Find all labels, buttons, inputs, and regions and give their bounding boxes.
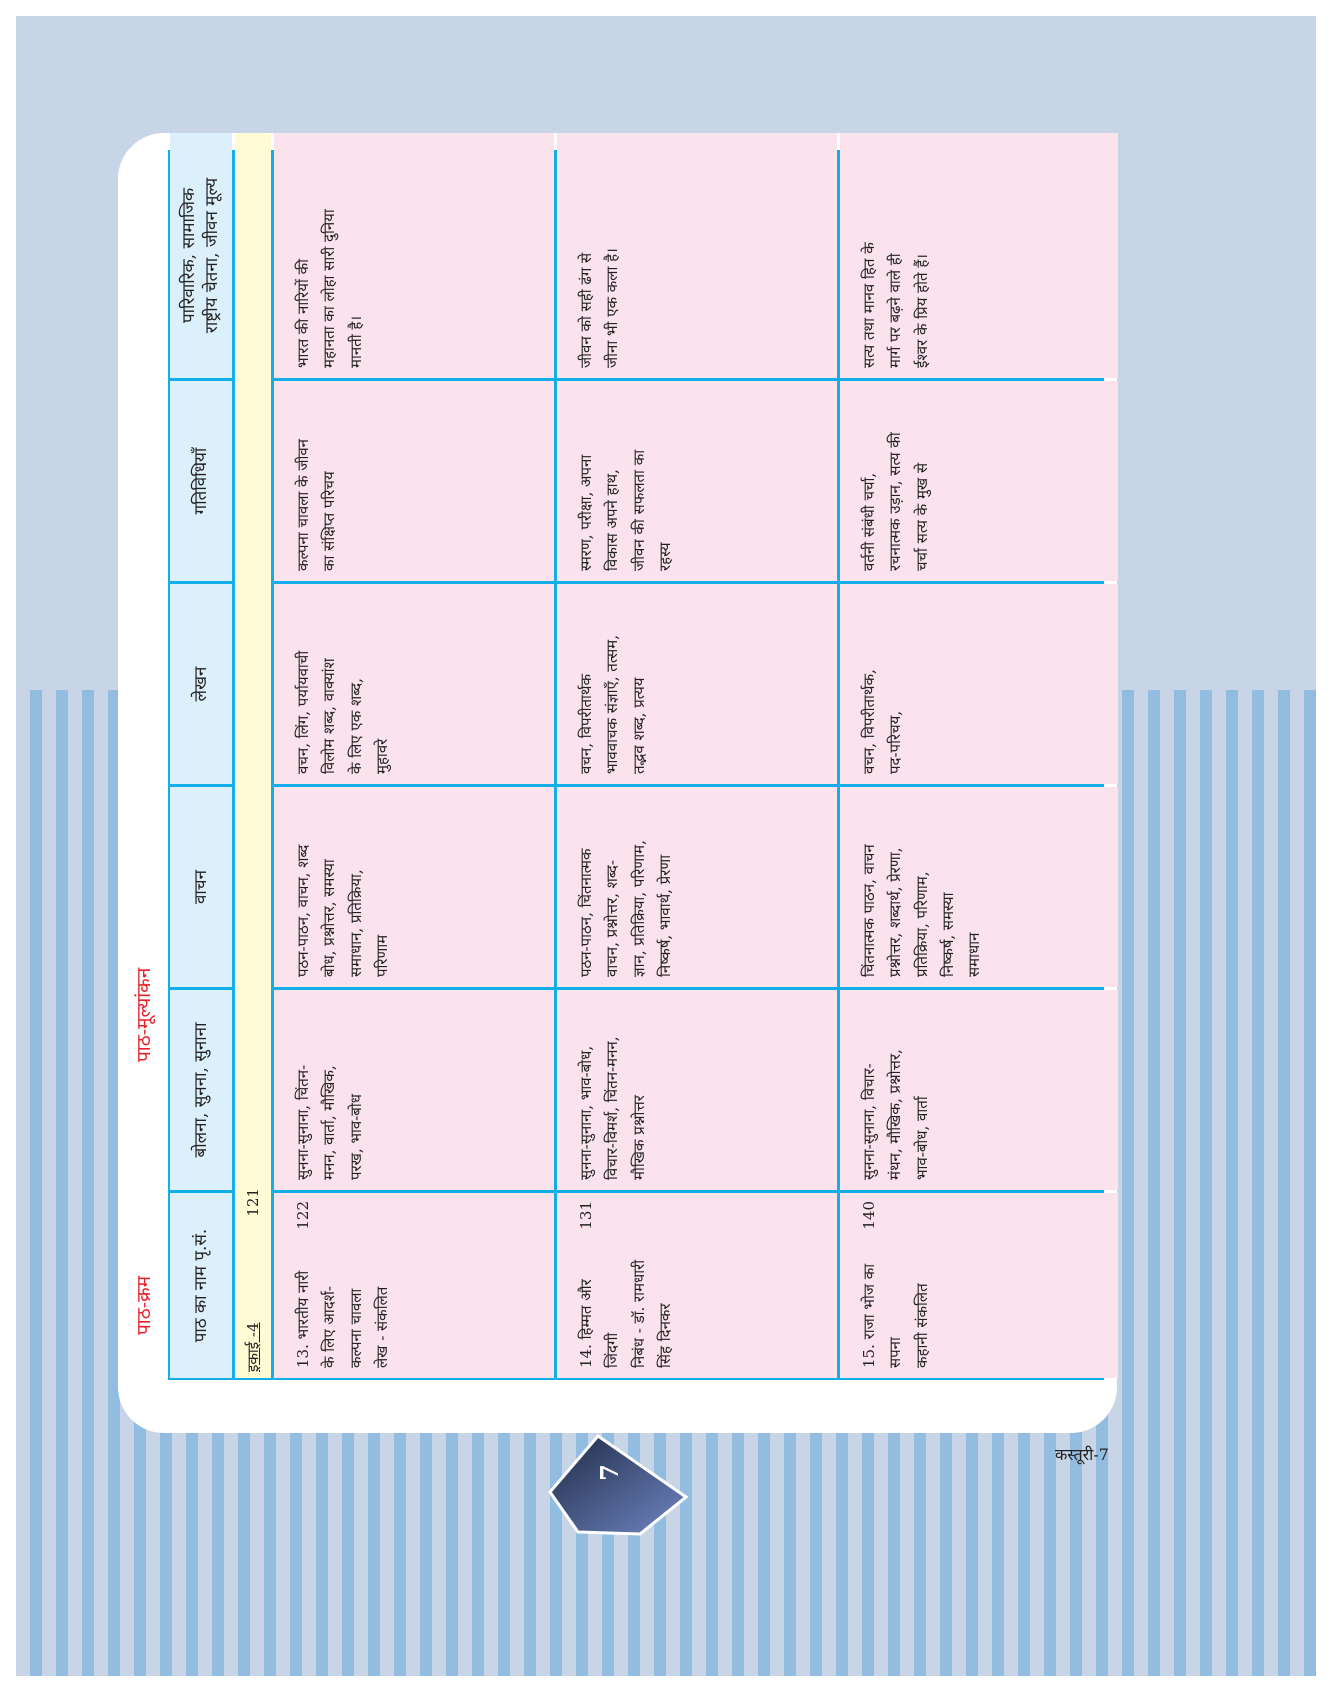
label-sequence: पाठ-क्रम [133,1275,155,1335]
header-writing: लेखन [170,584,232,784]
label-evaluation: पाठ-मूल्यांकन [133,967,155,1062]
lesson-name: 15. राजा भोज का सपना कहानी संकलित [860,1263,931,1368]
row-13-values: भारत की नारियों की महानता का लोहा सारी द… [274,133,554,378]
unit-row: इकाई -4 121 [235,133,271,1378]
header-activities: गतिविधियाँ [170,381,232,581]
row-15-lesson: 15. राजा भोज का सपना कहानी संकलित 140 [840,1193,1118,1378]
page-number-badge: 7 [548,1432,689,1537]
row-15-writing: वचन, विपरीतार्थक, पद-परिचय, [840,584,1118,784]
lesson-name: 13. भारतीय नारी के लिए आदर्श- कल्पना चाव… [294,1270,391,1368]
row-15-values: सत्य तथा मानव हित के मार्ग पर बढ़ने वाले… [840,133,1118,378]
row-14-writing: वचन, विपरीतार्थक भाववाचक संज्ञाएँ, तत्सम… [557,584,837,784]
row-14-lesson: 14. हिम्मत और जिंदगी निबंध - डॉ. रामधारी… [557,1193,837,1378]
unit-label: इकाई -4 [244,1322,262,1372]
row-15-reading: चिंतनात्मक पाठन, वाचन प्रश्नोत्तर, शब्दा… [840,787,1118,987]
row-14-values: जीवन को सही ढंग से जीना भी एक कला है। [557,133,837,378]
lesson-page: 122 [294,1201,312,1230]
header-values: पारिवारिक, सामाजिक राष्ट्रीय चेतना, जीवन… [170,133,232,378]
header-reading: वाचन [170,787,232,987]
row-15-speaking: सुनना-सुनाना, विचार- मंथन, मौखिक, प्रश्न… [840,990,1118,1190]
row-14-speaking: सुनना-सुनाना, भाव-बोध, विचार-विमर्श, चिं… [557,990,837,1190]
row-13-speaking: सुनना-सुनाना, चिंतन- मनन, वार्ता, मौखिक,… [274,990,554,1190]
row-13-activities: कल्पना चावला के जीवन का संक्षिप्त परिचय [274,381,554,581]
lesson-name: 14. हिम्मत और जिंदगी निबंध - डॉ. रामधारी… [577,1259,674,1368]
row-15-activities: वर्तनी संबंधी चर्चा, रचनात्मक उड़ान, सत्… [840,381,1118,581]
syllabus-table: पाठ का नाम पृ.सं. बोलना, सुनना, सुनाना व… [168,133,1118,1380]
header-speaking: बोलना, सुनना, सुनाना [170,990,232,1190]
lesson-page: 131 [577,1201,595,1230]
row-13-reading: पठन-पाठन, वाचन, शब्द बोध, प्रश्नोत्तर, स… [274,787,554,987]
row-14-reading: पठन-पाठन, चिंतनात्मक वाचन, प्रश्नोत्तर, … [557,787,837,987]
footer-book-name: कस्तूरी-7 [1055,1445,1109,1464]
pentagon-badge-icon [548,1433,689,1536]
header-lesson: पाठ का नाम पृ.सं. [170,1193,232,1378]
row-13-writing: वचन, लिंग, पर्यायवाची विलोम शब्द, वाक्या… [274,584,554,784]
lesson-page: 140 [860,1201,878,1230]
page-number: 7 [594,1464,624,1481]
unit-page: 121 [244,1188,262,1217]
row-14-activities: स्मरण, परीक्षा, अपना विकास अपने हाथ, जीव… [557,381,837,581]
row-13-lesson: 13. भारतीय नारी के लिए आदर्श- कल्पना चाव… [274,1193,554,1378]
